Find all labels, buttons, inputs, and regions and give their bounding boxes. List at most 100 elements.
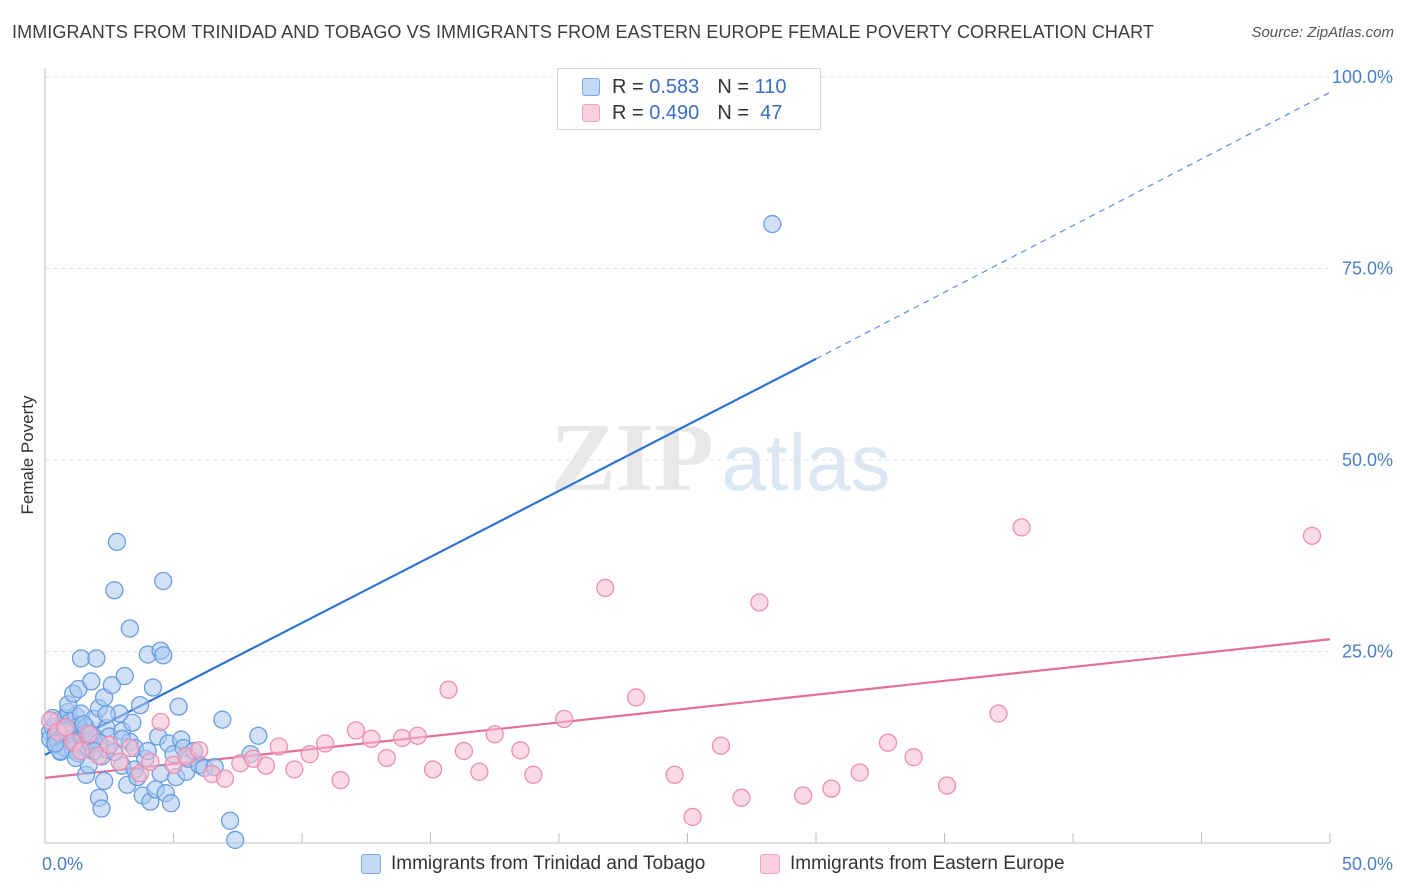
chart-title: IMMIGRANTS FROM TRINIDAD AND TOBAGO VS I… — [12, 22, 1155, 42]
data-point — [107, 532, 127, 552]
legend-r-label: R = — [612, 101, 644, 124]
data-point — [169, 697, 188, 716]
data-point — [794, 786, 813, 805]
y-tick-label: 25.0% — [1342, 642, 1393, 662]
y-tick-label: 100.0% — [1332, 67, 1393, 87]
watermark: ZIP atlas — [550, 404, 890, 512]
data-point — [850, 763, 869, 782]
data-point — [300, 744, 319, 764]
data-point — [524, 765, 543, 784]
data-point — [154, 571, 173, 591]
legend-r-value: 0.490 — [649, 101, 700, 124]
legend-n-value: 110 — [754, 75, 787, 98]
data-point — [750, 593, 769, 612]
data-point — [213, 710, 232, 729]
data-point — [161, 794, 181, 813]
data-point — [215, 769, 235, 788]
data-point — [937, 776, 957, 795]
data-point — [763, 214, 782, 234]
legend-row-eastern-europe: R = 0.490 N = 47 — [582, 101, 782, 125]
bottom-legend-label: Immigrants from Trinidad and Tobago — [391, 853, 706, 874]
data-point — [79, 725, 98, 744]
data-point — [596, 578, 615, 598]
x-tick-label: 0.0% — [42, 854, 83, 874]
data-point — [92, 799, 111, 818]
data-point — [408, 726, 427, 745]
data-point — [115, 666, 134, 686]
bottom-legend-eastern-europe: Immigrants from Eastern Europe — [760, 850, 1065, 878]
data-point — [123, 713, 142, 732]
data-point — [141, 752, 160, 771]
legend-row-trinidad: R = 0.583 N = 110 — [582, 75, 786, 99]
data-point — [878, 733, 898, 752]
data-point — [226, 830, 245, 850]
data-point — [683, 807, 702, 827]
data-point — [904, 748, 923, 767]
data-point — [190, 741, 209, 760]
bottom-legend-label: Immigrants from Eastern Europe — [790, 853, 1065, 874]
data-point — [102, 676, 121, 695]
data-point — [71, 649, 91, 668]
data-point — [120, 619, 139, 638]
watermark-atlas: atlas — [722, 418, 891, 507]
series-eastern-europe — [40, 518, 1322, 827]
data-point — [110, 752, 129, 771]
data-point — [120, 738, 139, 758]
data-point — [554, 709, 574, 729]
data-point — [87, 649, 106, 668]
data-point — [220, 811, 240, 830]
data-point — [346, 721, 366, 740]
data-point — [732, 788, 751, 807]
data-point — [130, 695, 150, 715]
bottom-legend-trinidad: Immigrants from Trinidad and Tobago — [361, 850, 705, 878]
data-point — [454, 741, 474, 761]
data-point — [105, 581, 124, 600]
legend-swatch-pink — [582, 104, 600, 122]
data-point — [100, 735, 119, 755]
chart-source: Source: ZipAtlas.com — [1251, 24, 1394, 41]
data-points — [40, 214, 1322, 850]
data-point — [511, 741, 530, 760]
data-point — [249, 726, 268, 745]
legend-swatch-blue — [582, 78, 600, 96]
data-point — [56, 718, 75, 737]
data-point — [285, 760, 304, 779]
data-point — [256, 756, 276, 775]
data-point — [71, 741, 91, 761]
data-point — [626, 688, 646, 707]
data-point — [362, 729, 381, 748]
data-point — [485, 725, 504, 744]
legend-n-label: N = — [717, 101, 749, 124]
data-point — [94, 771, 114, 791]
data-point — [315, 734, 335, 753]
trend-line-blue — [44, 357, 817, 756]
y-tick-label: 50.0% — [1342, 450, 1393, 470]
data-point — [151, 712, 170, 732]
legend-n-label: N = — [717, 75, 749, 98]
data-point — [822, 779, 841, 798]
data-point — [331, 771, 350, 790]
bottom-legend-swatch-blue — [361, 854, 381, 874]
trend-line-extension-blue — [815, 91, 1331, 360]
watermark-zip: ZIP — [550, 404, 713, 512]
data-point — [439, 680, 458, 699]
legend-r-value: 0.583 — [649, 75, 700, 98]
y-tick-label: 75.0% — [1342, 259, 1393, 279]
data-point — [1302, 526, 1322, 545]
data-point — [164, 755, 183, 775]
data-point — [377, 748, 396, 768]
data-point — [423, 760, 443, 779]
legend-r-label: R = — [612, 75, 644, 98]
bottom-legend-swatch-pink — [760, 854, 780, 874]
y-axis-label: Female Poverty — [18, 395, 37, 515]
data-point — [989, 704, 1008, 723]
data-point — [665, 765, 684, 784]
grid-lines — [45, 76, 1330, 652]
data-point — [711, 736, 731, 755]
data-point — [269, 737, 289, 756]
x-tick-label: 50.0% — [1342, 854, 1393, 874]
data-point — [82, 672, 101, 691]
correlation-legend: R = 0.583 N = 110 R = 0.490 N = 47 — [557, 68, 821, 130]
data-point — [130, 764, 150, 783]
